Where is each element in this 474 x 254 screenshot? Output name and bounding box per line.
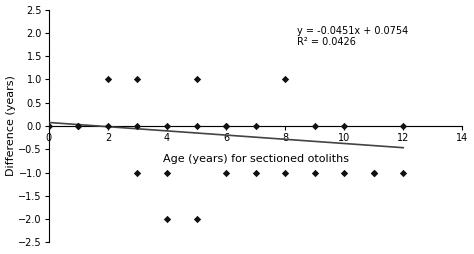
Y-axis label: Difference (years): Difference (years) — [6, 75, 16, 177]
Point — [134, 170, 141, 174]
Point — [163, 217, 171, 221]
Point — [222, 124, 230, 128]
Point — [134, 77, 141, 82]
Text: y = -0.0451x + 0.0754
R² = 0.0426: y = -0.0451x + 0.0754 R² = 0.0426 — [297, 26, 408, 47]
X-axis label: Age (years) for sectioned otoliths: Age (years) for sectioned otoliths — [163, 154, 348, 164]
Point — [370, 170, 377, 174]
Point — [193, 77, 201, 82]
Point — [282, 77, 289, 82]
Point — [282, 170, 289, 174]
Point — [311, 124, 319, 128]
Point — [74, 124, 82, 128]
Point — [311, 170, 319, 174]
Point — [45, 124, 53, 128]
Point — [74, 124, 82, 128]
Point — [163, 170, 171, 174]
Point — [222, 124, 230, 128]
Point — [193, 124, 201, 128]
Point — [340, 170, 348, 174]
Point — [370, 170, 377, 174]
Point — [400, 124, 407, 128]
Point — [134, 124, 141, 128]
Point — [400, 170, 407, 174]
Point — [163, 124, 171, 128]
Point — [104, 77, 112, 82]
Point — [193, 217, 201, 221]
Point — [252, 170, 259, 174]
Point — [104, 124, 112, 128]
Point — [340, 124, 348, 128]
Point — [252, 124, 259, 128]
Point — [222, 170, 230, 174]
